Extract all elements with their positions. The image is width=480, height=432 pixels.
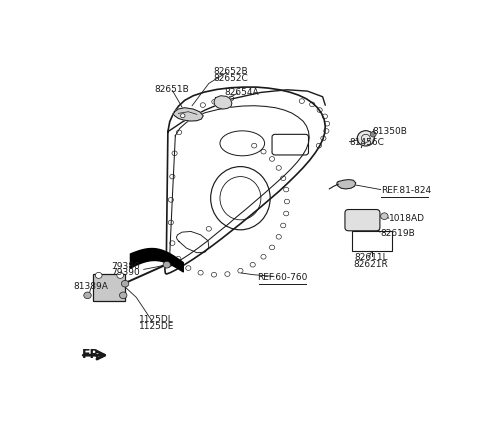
Circle shape <box>121 280 129 287</box>
Polygon shape <box>173 108 203 121</box>
Text: 1125DE: 1125DE <box>139 322 174 331</box>
Bar <box>352 231 392 251</box>
Circle shape <box>96 273 102 278</box>
Text: 82652B: 82652B <box>214 67 249 76</box>
Text: 81456C: 81456C <box>349 139 384 147</box>
Circle shape <box>120 292 127 299</box>
Text: 1125DL: 1125DL <box>139 315 174 324</box>
Text: REF.81-824: REF.81-824 <box>382 186 432 195</box>
Text: 82654A: 82654A <box>224 88 259 97</box>
Text: FR.: FR. <box>82 348 105 361</box>
Text: 82619B: 82619B <box>380 229 415 238</box>
Text: 1018AD: 1018AD <box>389 214 425 223</box>
Bar <box>94 274 125 302</box>
Polygon shape <box>337 180 356 189</box>
Circle shape <box>357 130 374 146</box>
Circle shape <box>381 213 388 219</box>
Text: REF.60-760: REF.60-760 <box>257 273 308 282</box>
Text: 82652C: 82652C <box>214 73 249 83</box>
Text: 82651B: 82651B <box>154 85 189 94</box>
FancyBboxPatch shape <box>345 210 380 231</box>
Text: 81350B: 81350B <box>372 127 408 136</box>
Text: 82611L: 82611L <box>354 253 388 262</box>
Text: 81389A: 81389A <box>73 282 108 290</box>
Text: 79390: 79390 <box>111 268 140 277</box>
Circle shape <box>370 132 376 137</box>
Circle shape <box>180 114 185 118</box>
Circle shape <box>84 292 91 299</box>
Circle shape <box>117 273 124 278</box>
Circle shape <box>163 261 170 268</box>
Text: 82621R: 82621R <box>354 260 388 269</box>
Polygon shape <box>214 96 232 109</box>
Text: 79380: 79380 <box>111 261 140 270</box>
